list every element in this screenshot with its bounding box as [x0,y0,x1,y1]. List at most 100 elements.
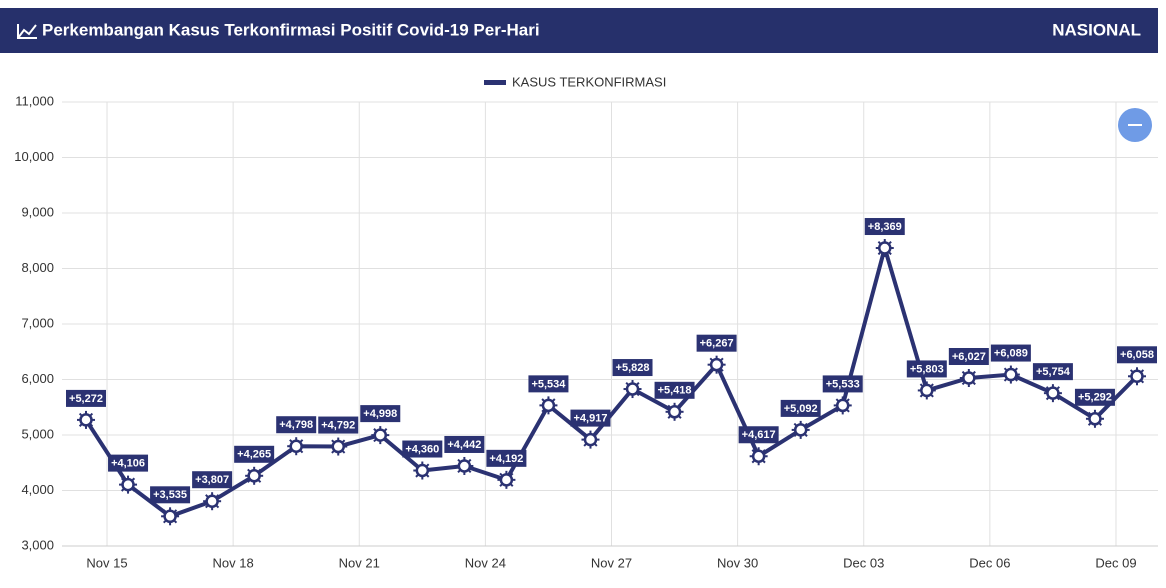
point-marker [707,355,726,374]
value-label: +4,360 [405,443,439,455]
point-marker [245,466,264,485]
point-marker [665,402,684,421]
x-tick-label: Nov 24 [465,555,506,570]
header-title: Perkembangan Kasus Terkonfirmasi Positif… [42,20,540,39]
marker-body [583,432,598,447]
value-label-bg [906,360,947,378]
marker-body [709,357,724,372]
point-marker [287,437,306,456]
point-marker [581,430,600,449]
marker-body [793,423,808,437]
point-marker [1128,367,1146,386]
point-marker [959,369,978,388]
value-label-bg [696,334,737,352]
marker-body [121,477,135,492]
value-label-bg [318,416,359,434]
marker-body [247,469,261,483]
y-tick-label: 3,000 [21,537,54,552]
point-marker [1085,409,1104,428]
value-label: +8,369 [868,221,902,233]
point-marker [833,396,852,415]
marker-body [878,241,892,255]
value-label-bg [66,389,106,407]
value-label-bg [444,435,485,453]
y-tick-label: 6,000 [21,371,54,386]
value-label: +5,534 [531,378,566,390]
value-label-bg [360,405,401,423]
value-label-bg [780,399,821,417]
value-label: +4,617 [742,429,776,441]
value-label: +6,089 [994,347,1028,359]
value-label-bg [1074,388,1115,406]
plot: 3,000 4,000 5,000 6,000 7,000 8,000 9,000 10,00… [14,74,1158,570]
legend-label: KASUS TERKONFIRMASI [512,74,666,89]
value-label: +5,272 [69,393,103,405]
value-label: +5,828 [616,362,650,374]
x-tick-label: Nov 15 [86,555,127,570]
value-label: +6,058 [1120,349,1154,361]
point-marker [1001,365,1020,384]
x-tick-label: Nov 18 [213,555,254,570]
y-tick-label: 9,000 [21,204,54,219]
marker-body [1004,367,1018,382]
value-label-bg [108,454,149,472]
point-marker [791,420,810,439]
value-label-bg [528,375,569,393]
value-label: +5,418 [658,385,692,397]
marker-body [205,494,219,508]
y-tick-label: 8,000 [21,260,54,275]
marker-body [1130,369,1144,384]
value-label: +4,106 [111,458,145,470]
point-marker [875,239,894,258]
value-label: +6,027 [952,351,986,363]
line [84,246,1139,519]
value-label-bg [738,426,779,444]
value-label-bg [486,449,527,467]
x-tick-label: Nov 21 [339,555,380,570]
point-marker [497,470,516,489]
x-tick-label: Dec 03 [843,555,884,570]
chart-icon [17,24,37,39]
value-label: +5,803 [910,363,944,375]
point-marker [623,380,642,399]
y-tick-label: 11,000 [15,93,54,108]
value-label: +4,798 [279,419,313,431]
y-tick-label: 7,000 [21,315,54,330]
value-label: +6,267 [700,338,734,350]
point-marker [539,396,558,415]
value-label: +5,754 [1036,366,1071,378]
value-label: +4,792 [321,419,355,431]
value-label-bg [402,440,443,458]
x-tick-label: Dec 09 [1095,555,1136,570]
value-label-bg [864,218,905,236]
value-label: +5,292 [1078,392,1112,404]
value-label-bg [276,416,317,434]
point-marker [917,381,936,400]
x-tick-label: Nov 27 [591,555,632,570]
marker-body [373,428,388,442]
point-marker [413,461,432,480]
value-label-bg [1117,346,1157,364]
value-label-bg [948,348,989,366]
value-label: +4,192 [489,453,523,465]
point-marker [119,475,138,494]
point-marker [1043,384,1062,403]
value-label-bg [1032,363,1073,381]
marker-body [625,382,640,396]
point-marker [749,447,768,466]
legend-swatch [484,80,506,85]
y-tick-label: 4,000 [21,482,54,497]
marker-body [541,398,556,413]
marker-body [962,371,976,385]
value-label-bg [990,344,1031,362]
value-label-bg [150,486,191,504]
value-label-bg [822,375,863,393]
y-tick-label: 10,000 [14,149,54,164]
marker-body [835,398,850,413]
value-label: +4,442 [447,439,481,451]
marker-body [163,509,177,524]
x-tick-label: Nov 30 [717,555,758,570]
marker-body [1046,386,1060,400]
marker-body [331,439,345,454]
